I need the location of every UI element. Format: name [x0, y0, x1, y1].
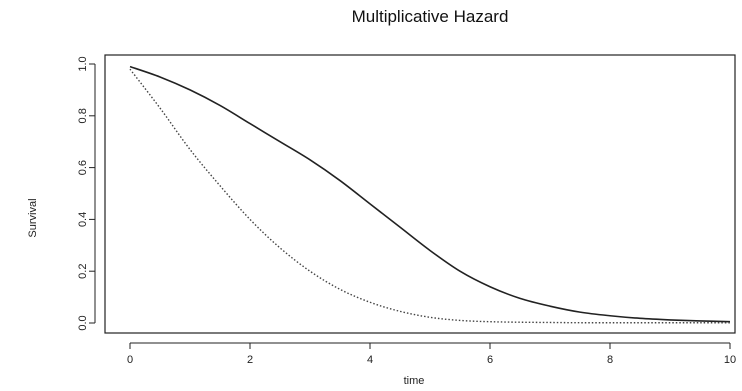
y-tick-label: 0.6 — [77, 160, 89, 175]
series-layer — [129, 65, 731, 324]
y-tick-label: 1.0 — [77, 56, 89, 71]
y-tick-label: 0.4 — [77, 212, 89, 227]
x-tick-label: 4 — [367, 354, 373, 366]
y-axis: 0.0 0.2 0.4 0.6 0.8 1.0 — [77, 56, 96, 331]
series-line-solid — [129, 65, 731, 323]
x-tick-label: 2 — [247, 354, 253, 366]
chart-title: Multiplicative Hazard — [352, 7, 509, 26]
x-axis: 0 2 4 6 8 10 — [127, 342, 736, 366]
y-tick-label: 0.0 — [77, 315, 89, 330]
x-tick-label: 6 — [487, 354, 493, 366]
x-axis-label: time — [404, 375, 425, 387]
y-tick-label: 0.8 — [77, 108, 89, 123]
x-tick-label: 10 — [724, 354, 736, 366]
x-tick-label: 0 — [127, 354, 133, 366]
y-axis-label: Survival — [27, 198, 39, 237]
plot-box — [104, 54, 736, 334]
x-tick-label: 8 — [607, 354, 613, 366]
y-tick-label: 0.2 — [77, 264, 89, 279]
series-line-dotted — [129, 68, 730, 324]
